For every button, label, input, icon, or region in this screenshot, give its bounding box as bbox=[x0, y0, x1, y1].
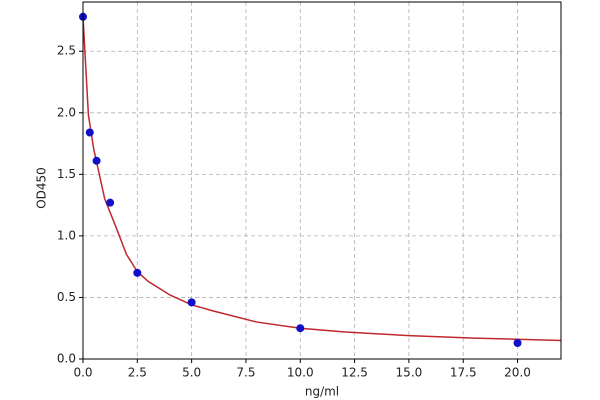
fit-curve bbox=[82, 16, 562, 342]
x-tick-label: 12.5 bbox=[341, 366, 368, 380]
y-tick-label: 2.0 bbox=[57, 105, 76, 119]
x-tick-label: 2.5 bbox=[128, 366, 147, 380]
x-tick-label: 0.0 bbox=[73, 366, 92, 380]
x-tick-label: 17.5 bbox=[450, 366, 477, 380]
x-axis-label: ng/ml bbox=[305, 385, 339, 399]
x-tick-label: 15.0 bbox=[396, 366, 423, 380]
data-point bbox=[133, 268, 142, 277]
x-tick-label: 7.5 bbox=[236, 366, 255, 380]
x-tick-label: 10.0 bbox=[287, 366, 314, 380]
data-point bbox=[187, 298, 196, 307]
data-point bbox=[296, 324, 305, 333]
data-point bbox=[513, 338, 522, 347]
data-point bbox=[85, 128, 94, 137]
x-tick-label: 5.0 bbox=[182, 366, 201, 380]
y-tick-label: 1.5 bbox=[57, 167, 76, 181]
data-point bbox=[92, 156, 101, 165]
y-axis-label: OD450 bbox=[35, 167, 49, 209]
y-tick-label: 2.5 bbox=[57, 44, 76, 58]
plot-frame bbox=[82, 1, 562, 360]
data-point bbox=[106, 198, 115, 207]
y-tick-label: 0.5 bbox=[57, 290, 76, 304]
y-tick-label: 1.0 bbox=[57, 228, 76, 242]
x-tick-label: 20.0 bbox=[504, 366, 531, 380]
y-tick-label: 0.0 bbox=[57, 352, 76, 366]
